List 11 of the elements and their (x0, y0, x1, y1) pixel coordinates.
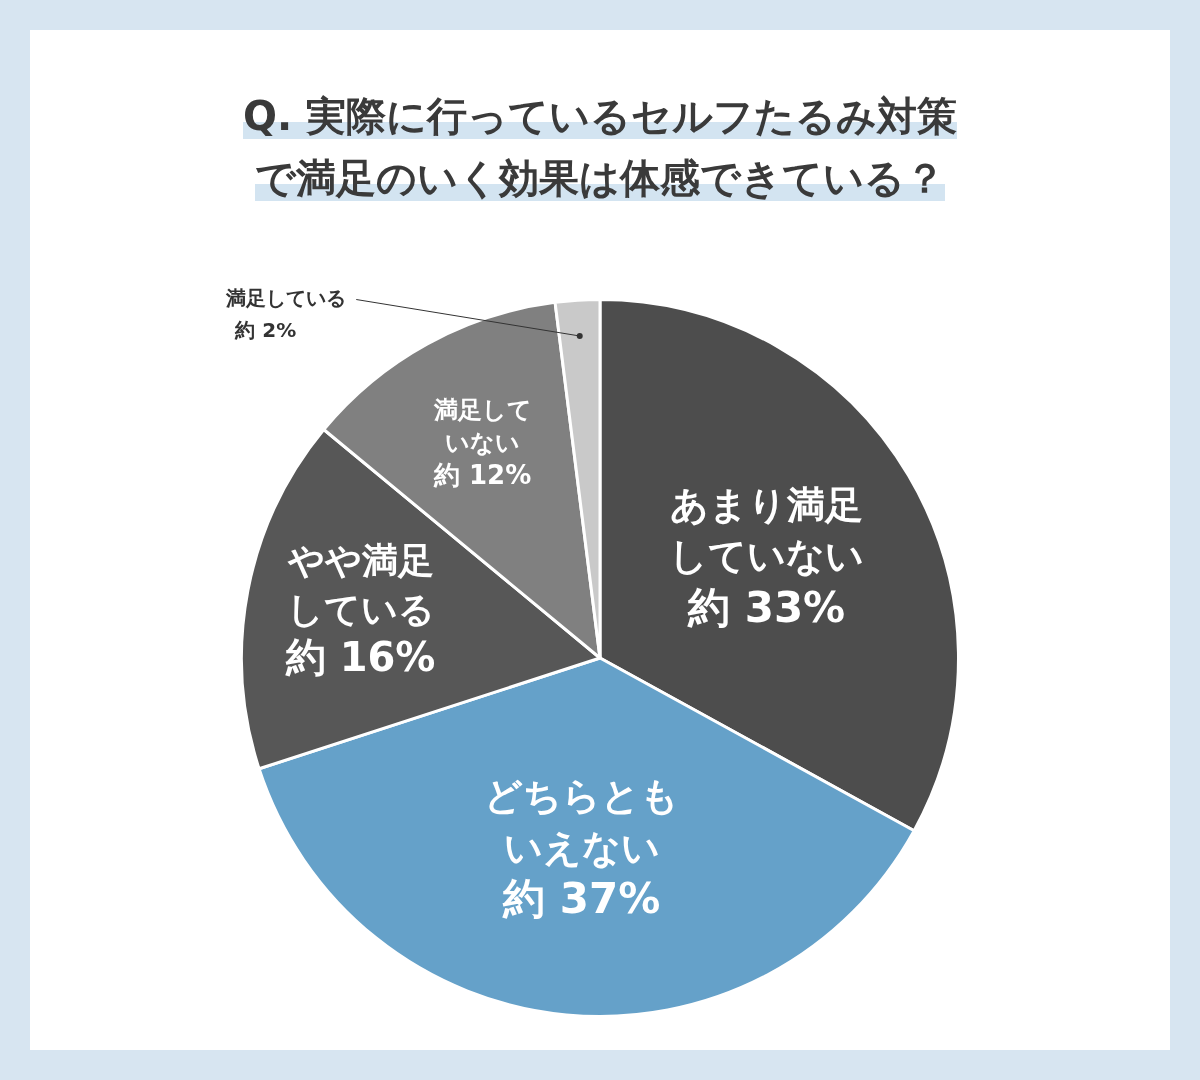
slice-label: 満足していない (432, 396, 532, 457)
data-label: 約 12% (432, 459, 532, 490)
slice-label: やや満足している (286, 540, 435, 630)
slice-label: 満足している (225, 285, 347, 310)
slice-label: あまり満足していない (669, 483, 865, 579)
chart-title: Q. 実際に行っているセルフたるみ対策で満足のいく効果は体感できている？ (242, 93, 958, 201)
data-label: 約 2% (234, 317, 297, 342)
data-label: 約 16% (284, 634, 436, 681)
data-label: 約 33% (687, 582, 846, 632)
data-label: 約 37% (502, 873, 661, 923)
slice-label: どちらともいえない (484, 774, 680, 870)
